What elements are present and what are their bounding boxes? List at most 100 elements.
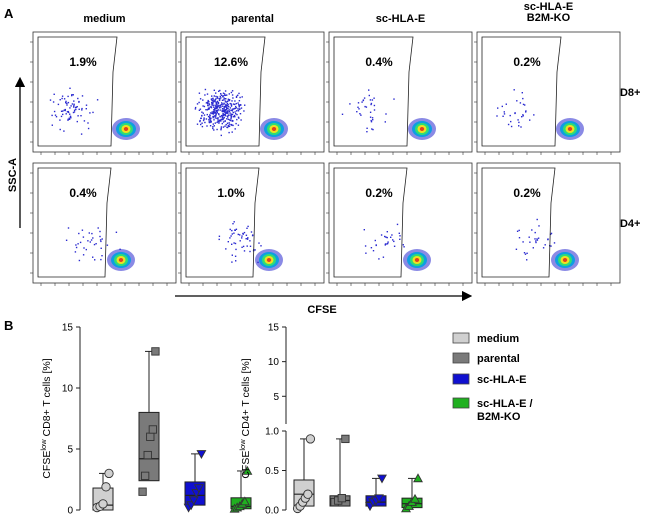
event-dot: [216, 100, 219, 103]
event-dot: [210, 98, 213, 100]
event-dot: [194, 106, 197, 109]
event-dot: [214, 112, 217, 114]
event-dot: [214, 109, 216, 112]
event-dot: [230, 91, 233, 94]
event-dot: [208, 120, 210, 122]
y-tick-label: 15: [62, 323, 74, 334]
event-dot: [89, 241, 91, 243]
event-dot: [232, 103, 235, 105]
event-dot: [215, 115, 217, 117]
event-dot: [207, 102, 209, 104]
event-dot: [235, 95, 238, 98]
event-dot: [521, 92, 523, 94]
event-dot: [61, 97, 63, 100]
event-dot: [370, 119, 372, 122]
event-dot: [226, 118, 228, 120]
legend-item-sc-hla-e: sc-HLA-E: [452, 373, 527, 386]
event-dot: [235, 228, 238, 230]
event-dot: [516, 230, 519, 232]
event-dot: [245, 234, 248, 236]
event-dot: [226, 126, 228, 128]
event-dot: [510, 120, 512, 123]
y-label-superscript: low: [39, 439, 48, 451]
event-dot: [522, 103, 525, 106]
event-dot: [60, 110, 63, 112]
event-dot: [227, 115, 229, 117]
event-dot: [237, 233, 239, 236]
event-dot: [209, 115, 211, 117]
event-dot: [235, 122, 237, 125]
event-dot: [220, 134, 222, 137]
event-dot: [199, 120, 201, 123]
legend-item-parental: parental: [452, 352, 520, 365]
event-dot: [542, 247, 545, 249]
event-dot: [239, 108, 241, 110]
event-dot: [222, 92, 225, 94]
event-dot: [227, 125, 230, 128]
y-label-part: CFSE: [240, 451, 252, 479]
event-dot: [231, 108, 234, 110]
event-dot: [77, 97, 79, 100]
event-dot: [221, 114, 223, 117]
event-dot: [393, 245, 396, 247]
event-dot: [234, 100, 236, 102]
event-dot: [229, 112, 231, 114]
event-dot: [87, 127, 90, 130]
event-dot: [206, 109, 209, 111]
data-point: [151, 347, 160, 356]
event-dot: [507, 123, 510, 126]
event-dot: [79, 241, 82, 244]
event-dot: [202, 119, 205, 122]
event-dot: [218, 113, 220, 115]
event-dot: [366, 131, 368, 133]
event-dot: [393, 240, 395, 243]
y-label-part: CD4+ T cells [%]: [240, 358, 252, 439]
event-dot: [238, 100, 241, 102]
event-dot: [208, 118, 210, 121]
event-dot: [232, 116, 235, 118]
event-dot: [372, 119, 374, 121]
event-dot: [231, 233, 233, 235]
event-dot: [221, 102, 223, 104]
event-dot: [233, 232, 235, 234]
event-dot: [77, 243, 79, 245]
series-sc-hla-e-b2m-ko: [401, 473, 423, 513]
event-dot: [239, 113, 242, 115]
event-dot: [62, 110, 64, 112]
event-dot: [212, 116, 214, 119]
plot-frame: [32, 162, 177, 284]
event-dot: [215, 106, 217, 109]
event-dot: [233, 107, 236, 110]
event-dot: [228, 125, 231, 127]
event-dot: [63, 98, 66, 100]
event-dot: [232, 111, 234, 114]
event-dot: [231, 110, 234, 112]
y-axis-label: CFSElow CD8+ T cells [%]: [39, 358, 53, 478]
event-dot: [201, 122, 203, 124]
event-dot: [228, 99, 231, 102]
event-dot: [67, 118, 69, 120]
event-dot: [515, 248, 518, 250]
event-dot: [225, 103, 227, 106]
event-dot: [231, 90, 234, 92]
gate-percentage: 12.6%: [214, 55, 248, 69]
event-dot: [67, 227, 70, 229]
event-dot: [250, 231, 253, 233]
event-dot: [106, 244, 109, 246]
event-dot: [99, 239, 102, 241]
event-dot: [222, 118, 224, 121]
y-label-superscript: low: [238, 439, 247, 451]
event-dot: [222, 110, 225, 112]
event-dot: [233, 242, 235, 244]
event-dot: [78, 232, 80, 235]
event-dot: [99, 230, 101, 233]
event-dot: [221, 122, 223, 125]
event-dot: [210, 106, 213, 109]
event-dot: [217, 109, 219, 111]
event-dot: [217, 120, 219, 123]
event-dot: [207, 107, 210, 109]
event-dot: [101, 238, 103, 240]
event-dot: [217, 119, 219, 121]
event-dot: [91, 232, 93, 235]
event-dot: [216, 97, 218, 99]
